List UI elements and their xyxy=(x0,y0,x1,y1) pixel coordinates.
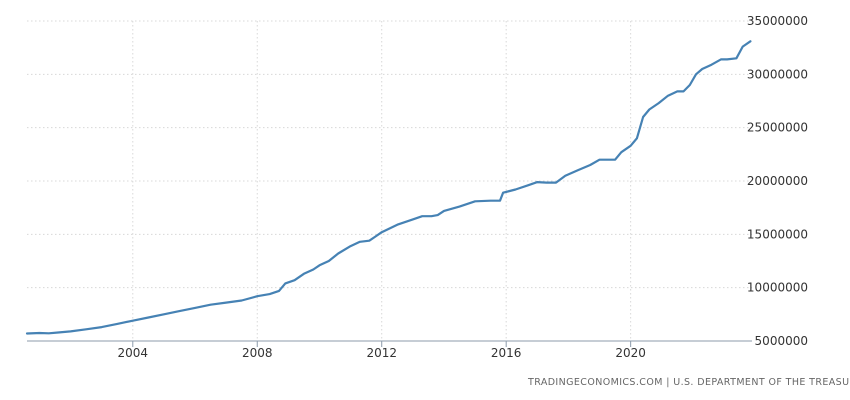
x-tick-label: 2020 xyxy=(615,346,646,360)
y-tick-label: 25000000 xyxy=(747,121,808,135)
y-tick-label: 20000000 xyxy=(747,174,808,188)
source-credit: TRADINGECONOMICS.COM | U.S. DEPARTMENT O… xyxy=(528,377,850,388)
y-tick-label: 15000000 xyxy=(747,227,808,241)
chart-grid xyxy=(27,20,752,341)
y-tick-label: 30000000 xyxy=(747,67,808,81)
y-tick-label: 35000000 xyxy=(747,14,808,28)
series-line xyxy=(25,40,752,335)
x-tick-label: 2008 xyxy=(242,346,273,360)
y-tick-label: 10000000 xyxy=(747,281,808,295)
x-tick-label: 2004 xyxy=(118,346,149,360)
x-tick-label: 2016 xyxy=(491,346,522,360)
y-axis-ticks: 5000000 10000000 15000000 20000000 25000000 3… xyxy=(747,14,808,348)
x-axis-ticks: 2004 2008 2012 2016 2020 xyxy=(118,341,646,360)
x-tick-label: 2012 xyxy=(366,346,397,360)
y-tick-label: 5000000 xyxy=(755,334,808,348)
